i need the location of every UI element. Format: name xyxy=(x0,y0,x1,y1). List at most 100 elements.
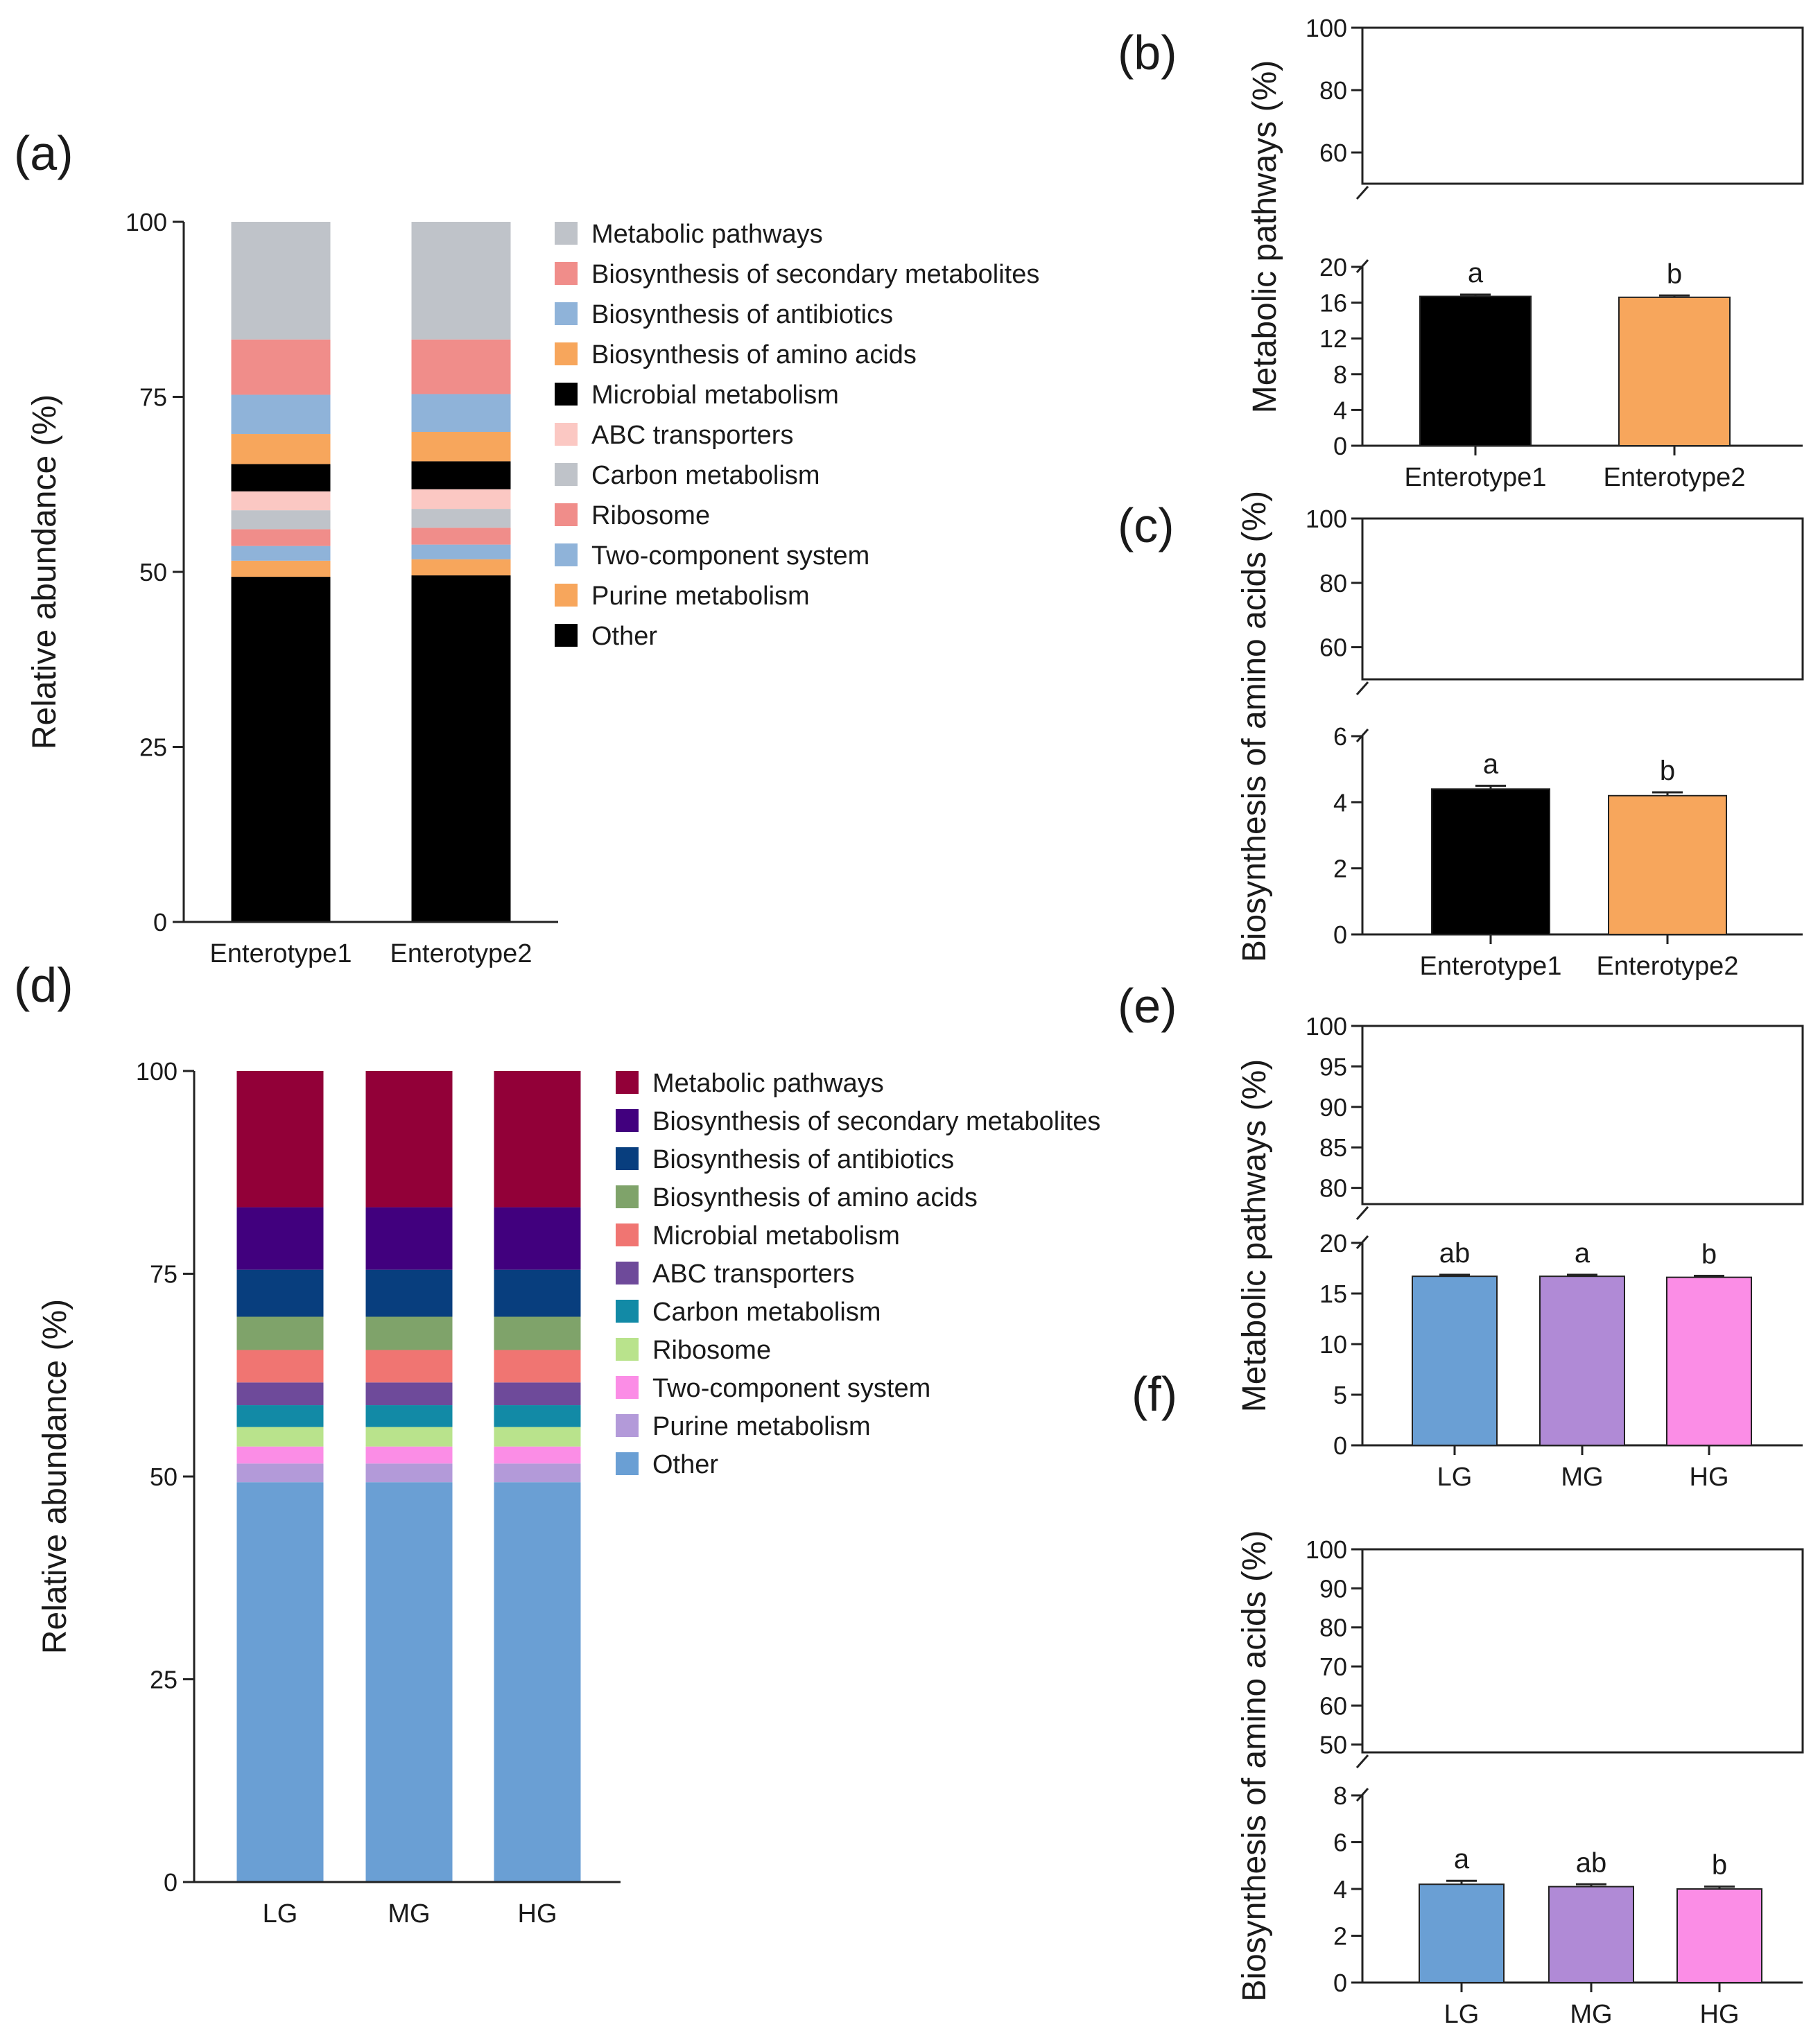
bar-segment-d-2-0 xyxy=(494,1482,581,1882)
panel-f: (f)506070809010002468aLGabMGbHGBiosynthe… xyxy=(1132,1367,1804,2029)
significance-label-c-0: a xyxy=(1483,749,1499,780)
bar-segment-a-0-5 xyxy=(231,491,331,511)
y-tick-label-upper-b-1: 80 xyxy=(1319,76,1347,105)
legend-swatch-d-5 xyxy=(616,1262,639,1284)
legend-entry-d-2: Biosynthesis of antibiotics xyxy=(652,1145,954,1174)
panel-label-f: (f) xyxy=(1132,1367,1177,1421)
bar-b-0 xyxy=(1419,295,1532,446)
bar-segment-d-1-9 xyxy=(365,1207,453,1270)
legend-entry-a-4: Microbial metabolism xyxy=(591,381,839,410)
y-tick-label-lower-b-2: 8 xyxy=(1333,360,1347,389)
y-axis-label-a: Relative abundance (%) xyxy=(26,394,63,749)
bar-e-1 xyxy=(1539,1275,1625,1447)
legend-swatch-d-2 xyxy=(616,1147,639,1170)
legend-entry-a-1: Biosynthesis of secondary metabolites xyxy=(591,260,1039,289)
upper-frame-c xyxy=(1361,517,1804,681)
legend-swatch-d-0 xyxy=(616,1071,639,1094)
upper-frame-f xyxy=(1361,1548,1804,1754)
bar-f-2 xyxy=(1676,1888,1762,1983)
y-tick-label-upper-e-2: 90 xyxy=(1319,1093,1347,1122)
bar-e-0 xyxy=(1412,1275,1498,1447)
y-tick-label-lower-b-4: 16 xyxy=(1319,289,1347,317)
bar-c-0 xyxy=(1431,788,1550,936)
y-tick-label-lower-e-4: 20 xyxy=(1319,1229,1347,1257)
bar-segment-a-1-6 xyxy=(411,461,511,489)
legend-swatch-d-8 xyxy=(616,1376,639,1399)
bar-segment-a-1-0 xyxy=(411,575,511,922)
y-tick-label-upper-f-2: 70 xyxy=(1319,1653,1347,1681)
y-tick-label-a-2: 50 xyxy=(139,558,167,586)
y-tick-label-lower-c-0: 0 xyxy=(1333,921,1347,949)
x-tick-label-d-0: LG xyxy=(263,1899,298,1928)
legend-swatch-a-4 xyxy=(555,383,578,406)
x-tick-label-e-0: LG xyxy=(1437,1463,1473,1492)
bar-segment-d-0-8 xyxy=(236,1269,324,1317)
y-tick-label-d-2: 50 xyxy=(150,1463,177,1491)
bar-segment-a-0-8 xyxy=(231,394,331,435)
y-tick-label-upper-e-4: 100 xyxy=(1306,1012,1347,1040)
axis-break-upper-e xyxy=(1355,1206,1369,1220)
panel-e: (e) 80 85 90 95 100 0 5 10 15 20 ab LG a MG b HG Metaboli… xyxy=(1118,979,1804,1492)
y-tick-label-lower-e-2: 10 xyxy=(1319,1330,1347,1359)
x-tick-label-c-0: Enterotype1 xyxy=(1420,952,1562,981)
bar-segment-a-0-1 xyxy=(231,560,331,577)
bar-segment-a-0-4 xyxy=(231,510,331,530)
y-tick-label-lower-f-0: 0 xyxy=(1333,1969,1347,1997)
legend-swatch-d-4 xyxy=(616,1223,639,1246)
y-tick-label-lower-f-3: 6 xyxy=(1333,1829,1347,1857)
y-tick-label-d-4: 100 xyxy=(136,1057,177,1086)
legend-swatch-d-9 xyxy=(616,1414,639,1437)
y-tick-label-a-3: 75 xyxy=(139,383,167,412)
legend-entry-a-2: Biosynthesis of antibiotics xyxy=(591,300,893,329)
x-tick-label-e-1: MG xyxy=(1561,1463,1603,1492)
bar-segment-d-0-0 xyxy=(236,1482,324,1882)
bar-segment-a-1-5 xyxy=(411,489,511,509)
legend-swatch-a-10 xyxy=(555,624,578,647)
significance-label-f-2: b xyxy=(1712,1850,1727,1881)
legend-swatch-a-9 xyxy=(555,584,578,607)
bar-segment-d-0-10 xyxy=(236,1071,324,1208)
legend-entry-a-3: Biosynthesis of amino acids xyxy=(591,340,917,369)
bar-segment-d-0-2 xyxy=(236,1446,324,1464)
y-tick-label-lower-c-3: 6 xyxy=(1333,722,1347,751)
significance-label-b-0: a xyxy=(1468,258,1484,288)
bar-segment-d-1-5 xyxy=(365,1382,453,1406)
bar-segment-d-2-4 xyxy=(494,1405,581,1427)
bar-segment-d-1-1 xyxy=(365,1463,453,1483)
y-tick-label-upper-e-0: 80 xyxy=(1319,1174,1347,1203)
panel-d: (d) LG MG HG 0 25 50 75 100 Relative abundance (%… xyxy=(14,958,1100,1928)
y-tick-label-lower-b-0: 0 xyxy=(1333,432,1347,460)
significance-label-e-0: ab xyxy=(1439,1238,1471,1269)
y-axis-label-e: Metabolic pathways (%) xyxy=(1236,1059,1273,1413)
y-tick-label-lower-f-4: 8 xyxy=(1333,1782,1347,1810)
bar-segment-d-0-4 xyxy=(236,1405,324,1427)
panel-label-d: (d) xyxy=(14,958,73,1012)
y-axis-label-d: Relative abundance (%) xyxy=(37,1299,73,1654)
y-tick-label-lower-e-1: 5 xyxy=(1333,1381,1347,1409)
bar-segment-d-2-10 xyxy=(494,1071,581,1208)
bar-segment-a-0-6 xyxy=(231,464,331,491)
legend-swatch-d-6 xyxy=(616,1300,639,1323)
x-tick-label-d-2: HG xyxy=(518,1899,557,1928)
panel-a: (a) Enterotype1 Enterotype2 0 25 50 75 100 Relat… xyxy=(14,126,1039,968)
bar-segment-a-0-9 xyxy=(231,339,331,395)
y-tick-label-a-0: 0 xyxy=(153,908,167,937)
bar-segment-a-1-8 xyxy=(411,394,511,432)
legend-entry-a-9: Purine metabolism xyxy=(591,582,810,611)
y-tick-label-lower-b-1: 4 xyxy=(1333,396,1347,424)
bar-f-1 xyxy=(1548,1885,1634,1983)
y-tick-label-lower-c-1: 2 xyxy=(1333,855,1347,883)
y-tick-label-upper-b-2: 100 xyxy=(1306,14,1347,42)
bar-segment-a-1-2 xyxy=(411,544,511,559)
legend-swatch-a-3 xyxy=(555,342,578,365)
bar-segment-d-2-7 xyxy=(494,1316,581,1350)
bar-segment-d-1-3 xyxy=(365,1427,453,1447)
bar-segment-a-0-0 xyxy=(231,577,331,922)
y-tick-label-upper-f-3: 80 xyxy=(1319,1614,1347,1642)
bar-f-0 xyxy=(1419,1883,1505,1983)
bar-segment-d-0-6 xyxy=(236,1350,324,1383)
bar-segment-d-2-6 xyxy=(494,1350,581,1383)
bar-segment-d-2-8 xyxy=(494,1269,581,1317)
x-tick-label-e-2: HG xyxy=(1690,1463,1729,1492)
